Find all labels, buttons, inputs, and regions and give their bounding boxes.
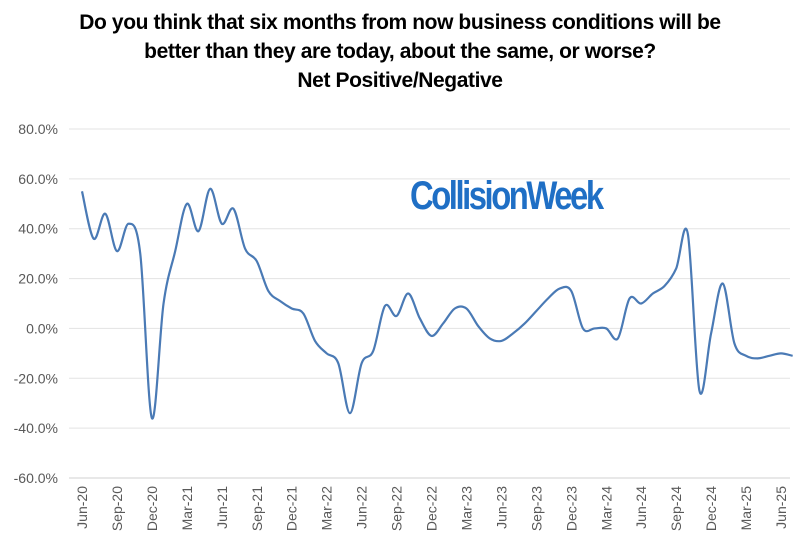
y-tick-label: 0.0% (26, 320, 58, 336)
x-tick-label: Jun-22 (354, 486, 370, 529)
series-group (80, 187, 793, 420)
series-line (80, 187, 793, 420)
x-tick-label: Sep-21 (249, 486, 265, 531)
y-tick-label: -20.0% (14, 370, 58, 386)
chart-title-line-1: Do you think that six months from now bu… (79, 11, 721, 34)
x-tick-label: Mar-21 (179, 486, 195, 531)
x-tick-label: Dec-21 (284, 486, 300, 531)
y-tick-label: -60.0% (14, 470, 58, 486)
y-tick-label: 20.0% (18, 271, 58, 287)
y-tick-label: -40.0% (14, 420, 58, 436)
x-tick-label: Mar-24 (598, 486, 614, 531)
y-axis-tick-labels: 80.0% 60.0% 40.0% 20.0% 0.0% -20.0% -40.0% -60.… (14, 121, 58, 486)
x-tick-label: Sep-24 (668, 486, 684, 531)
x-tick-label: Jun-21 (214, 486, 230, 529)
x-tick-label: Jun-20 (74, 486, 90, 529)
y-tick-label: 40.0% (18, 221, 58, 237)
x-tick-label: Jun-25 (773, 486, 789, 529)
x-tick-label: Dec-24 (703, 486, 719, 531)
collisionweek-logo: CollisionWeek (410, 174, 604, 218)
chart-title-line-2: better than they are today, about the sa… (144, 40, 656, 63)
x-tick-label: Sep-22 (389, 486, 405, 531)
x-tick-label: Mar-23 (458, 486, 474, 531)
x-tick-label: Mar-22 (319, 486, 335, 531)
x-tick-label: Jun-23 (493, 486, 509, 529)
x-tick-label: Dec-22 (424, 486, 440, 531)
chart-title-line-3: Net Positive/Negative (297, 69, 503, 92)
chart-title: Do you think that six months from now bu… (0, 8, 800, 95)
x-tick-label: Mar-25 (738, 486, 754, 531)
x-tick-label: Sep-20 (109, 486, 125, 531)
y-tick-label: 80.0% (18, 121, 58, 137)
x-axis-tick-labels: Jun-20 Sep-20 Dec-20 Mar-21 Jun-21 Sep-21 Dec-… (74, 486, 789, 531)
x-tick-label: Jun-24 (633, 486, 649, 529)
x-tick-label: Dec-23 (563, 486, 579, 531)
x-tick-label: Sep-23 (528, 486, 544, 531)
x-tick-label: Dec-20 (144, 486, 160, 531)
y-tick-label: 60.0% (18, 171, 58, 187)
